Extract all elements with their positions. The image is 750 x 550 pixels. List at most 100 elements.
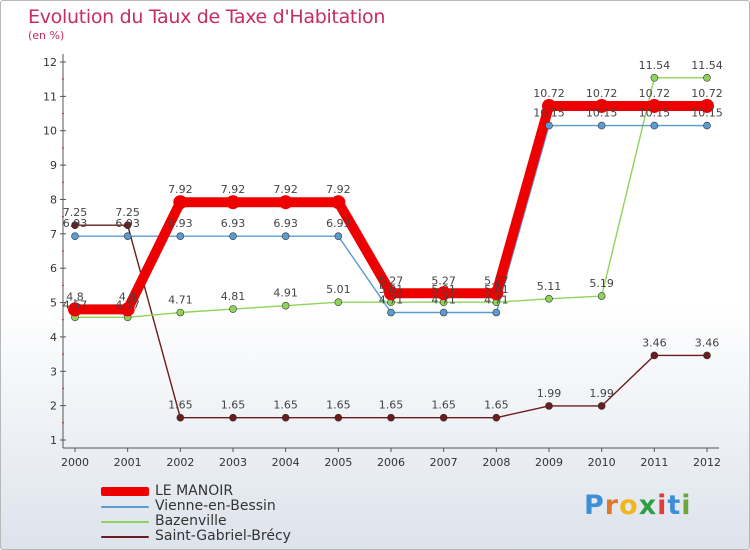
x-tick-label: 2008 (482, 456, 510, 469)
series-point-0 (120, 302, 135, 317)
legend-item-1: Vienne-en-Bessin (101, 499, 291, 514)
y-tick-label: 4 (50, 331, 57, 344)
data-label-3: 3.46 (642, 336, 667, 349)
series-point-3 (123, 221, 132, 230)
legend-item-2: Bazenville (101, 514, 291, 529)
data-label-3: 1.65 (273, 399, 298, 412)
series-point-0 (384, 286, 398, 301)
data-label-2: 5.01 (379, 283, 404, 296)
data-label-2: 5.01 (326, 283, 351, 296)
series-point-2 (334, 298, 343, 307)
proxiti-logo: Proxiti (584, 490, 692, 521)
data-label-1: 6.93 (273, 217, 298, 230)
data-label-1: 4.71 (379, 294, 404, 307)
x-tick-label: 2011 (640, 456, 668, 469)
data-label-3: 3.46 (695, 336, 720, 349)
legend-item-0: LE MANOIR (101, 484, 291, 499)
x-tick-label: 2006 (377, 456, 405, 469)
y-tick-label: 10 (43, 125, 57, 138)
series-point-0 (331, 195, 346, 210)
data-label-2: 5.19 (589, 277, 614, 290)
series-point-2 (545, 294, 553, 303)
x-tick-label: 2010 (588, 456, 616, 469)
logo-letter: P (584, 490, 605, 521)
logo-letter: i (681, 490, 692, 521)
series-point-0 (489, 286, 504, 301)
series-point-1 (123, 232, 132, 241)
data-label-1: 6.93 (115, 217, 140, 230)
data-label-1: 10.15 (691, 107, 723, 120)
logo-letter: x (638, 490, 658, 521)
series-point-1 (229, 232, 237, 241)
data-label-2: 4.57 (115, 298, 140, 311)
data-label-3: 1.99 (589, 387, 614, 400)
series-point-0 (68, 302, 82, 317)
data-label-2: 5.01 (484, 283, 509, 296)
chart-legend: LE MANOIR Vienne-en-Bessin Bazenville Saint… (101, 484, 291, 544)
legend-swatch (101, 520, 149, 523)
data-label-1: 6.93 (168, 217, 193, 230)
legend-label: Bazenville (155, 513, 227, 529)
x-tick-label: 2009 (535, 456, 563, 469)
data-label-0: 4.8 (119, 290, 137, 303)
y-tick-label: 8 (50, 193, 57, 206)
y-tick-label: 1 (50, 434, 57, 447)
data-label-3: 1.65 (379, 399, 404, 412)
series-point-3 (176, 413, 185, 422)
y-tick-label: 11 (43, 90, 57, 103)
legend-item-3: Saint-Gabriel-Brécy (101, 529, 291, 544)
data-label-2: 11.54 (691, 59, 723, 72)
data-label-3: 1.65 (168, 399, 193, 412)
data-label-1: 6.93 (221, 217, 246, 230)
x-tick-label: 2012 (693, 456, 721, 469)
logo-letter: o (619, 490, 639, 521)
series-point-0 (594, 98, 609, 113)
data-labels: 4.8 4.8 7.92 7.92 7.92 7.92 5.27 5.27 5.27 10.72 1… (63, 59, 723, 412)
series-point-0 (647, 98, 662, 113)
series-point-3 (439, 413, 448, 422)
logo-letter: i (657, 490, 668, 521)
data-label-0: 7.92 (168, 183, 193, 196)
chart-title: Evolution du Taux de Taxe d'Habitation (28, 6, 386, 28)
series-point-0 (173, 195, 188, 210)
legend-label: LE MANOIR (155, 483, 234, 499)
data-label-3: 1.99 (537, 387, 562, 400)
x-tick-label: 2000 (61, 456, 89, 469)
data-label-2: 5.01 (431, 283, 456, 296)
data-label-0: 5.27 (431, 274, 456, 287)
series-point-2 (703, 74, 711, 82)
series-point-3 (650, 351, 659, 360)
data-label-0: 10.72 (691, 87, 723, 100)
chart-unit-label: (en %) (28, 29, 65, 42)
series-point-0 (436, 286, 451, 301)
data-label-1: 10.15 (586, 107, 618, 120)
y-tick-label: 5 (50, 297, 57, 310)
logo-letter: r (604, 490, 620, 521)
data-label-0: 4.8 (66, 290, 84, 303)
series-point-0 (700, 98, 714, 113)
series-point-1 (597, 121, 606, 130)
series-point-3 (71, 221, 79, 230)
series-point-1 (281, 232, 290, 241)
data-label-0: 5.27 (379, 274, 404, 287)
data-label-2: 4.91 (273, 287, 298, 300)
data-label-1: 6.93 (326, 217, 351, 230)
series-points (68, 74, 714, 422)
data-label-3: 1.65 (326, 399, 351, 412)
y-tick-label: 6 (50, 262, 57, 275)
y-tick-label: 3 (50, 365, 57, 378)
series-point-3 (334, 413, 343, 422)
series-point-1 (176, 232, 185, 241)
series-point-3 (545, 402, 553, 410)
legend-label: Saint-Gabriel-Brécy (155, 528, 291, 544)
series-point-2 (229, 305, 237, 313)
series-point-3 (229, 413, 237, 422)
x-tick-label: 2007 (430, 456, 458, 469)
data-label-1: 10.15 (639, 107, 671, 120)
series-point-1 (703, 121, 711, 130)
series-point-2 (650, 74, 659, 82)
data-label-1: 6.93 (63, 217, 88, 230)
data-label-0: 7.92 (326, 183, 351, 196)
